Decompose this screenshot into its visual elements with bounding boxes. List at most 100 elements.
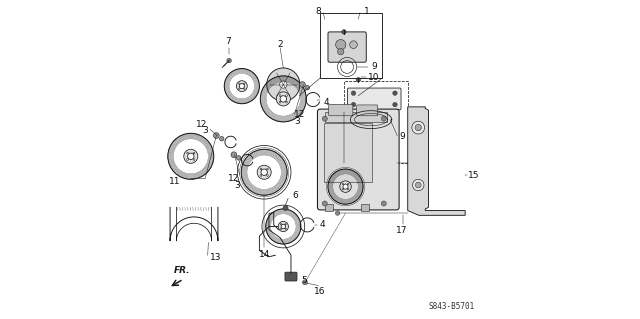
Circle shape (266, 168, 268, 170)
Circle shape (239, 83, 240, 84)
Circle shape (415, 182, 421, 188)
Circle shape (285, 101, 287, 103)
Text: 12: 12 (196, 120, 208, 129)
FancyBboxPatch shape (348, 88, 401, 110)
Circle shape (214, 133, 219, 138)
Circle shape (188, 153, 194, 160)
Text: 2: 2 (277, 40, 283, 49)
Circle shape (279, 95, 281, 97)
Text: 3: 3 (234, 181, 239, 190)
FancyBboxPatch shape (285, 272, 297, 281)
FancyBboxPatch shape (356, 105, 378, 116)
Text: 3: 3 (202, 126, 208, 135)
Circle shape (340, 181, 351, 192)
Text: 14: 14 (259, 250, 270, 259)
Circle shape (283, 205, 288, 211)
Bar (324, 204, 333, 211)
Circle shape (279, 101, 281, 103)
Bar (324, 123, 372, 182)
Bar (362, 204, 369, 211)
Text: 13: 13 (210, 253, 221, 262)
Circle shape (187, 159, 188, 160)
Bar (324, 112, 387, 122)
Text: 6: 6 (292, 191, 298, 200)
Circle shape (231, 152, 237, 158)
Circle shape (281, 224, 285, 229)
Circle shape (343, 184, 348, 189)
FancyBboxPatch shape (328, 104, 353, 116)
Circle shape (227, 58, 231, 63)
Circle shape (351, 102, 356, 107)
Bar (344, 81, 408, 163)
Circle shape (236, 81, 247, 92)
Circle shape (335, 40, 346, 50)
Text: 3: 3 (294, 117, 300, 126)
Text: 8: 8 (316, 7, 321, 16)
Circle shape (239, 84, 244, 89)
Text: 11: 11 (169, 177, 180, 186)
Circle shape (342, 183, 344, 185)
Text: 4: 4 (323, 98, 329, 107)
Circle shape (193, 159, 195, 160)
Circle shape (239, 88, 240, 89)
Circle shape (303, 280, 308, 285)
Circle shape (381, 116, 387, 121)
Circle shape (266, 174, 268, 176)
Circle shape (280, 81, 287, 88)
Circle shape (351, 91, 356, 95)
Circle shape (381, 201, 387, 206)
Text: 10: 10 (368, 73, 380, 82)
Circle shape (337, 48, 344, 55)
Circle shape (300, 82, 305, 87)
Text: 1: 1 (364, 7, 370, 16)
Circle shape (280, 224, 282, 225)
Circle shape (193, 152, 195, 154)
Text: 16: 16 (314, 287, 326, 296)
Circle shape (342, 30, 346, 34)
FancyBboxPatch shape (317, 109, 399, 210)
Circle shape (322, 201, 327, 206)
Text: 9: 9 (371, 63, 377, 71)
Circle shape (413, 179, 424, 191)
Circle shape (280, 228, 282, 229)
Text: 4: 4 (320, 220, 326, 229)
Circle shape (285, 224, 286, 225)
Circle shape (285, 95, 287, 97)
Circle shape (257, 165, 271, 179)
Circle shape (415, 124, 422, 131)
Circle shape (322, 116, 327, 121)
Circle shape (412, 121, 424, 134)
Circle shape (220, 137, 224, 141)
Circle shape (187, 152, 188, 154)
Text: 9: 9 (399, 132, 405, 141)
Circle shape (278, 221, 289, 232)
Circle shape (280, 96, 287, 102)
Circle shape (335, 211, 340, 215)
Circle shape (244, 88, 245, 89)
Circle shape (348, 183, 349, 185)
Circle shape (393, 91, 397, 95)
Circle shape (348, 189, 349, 190)
Circle shape (349, 41, 357, 48)
Circle shape (393, 102, 397, 107)
Text: 17: 17 (396, 226, 407, 235)
Circle shape (356, 78, 360, 82)
Polygon shape (408, 107, 465, 215)
Text: 12: 12 (228, 174, 239, 183)
Text: 7: 7 (225, 37, 231, 46)
Circle shape (184, 149, 198, 163)
Circle shape (267, 68, 300, 101)
Bar (320, 13, 382, 78)
Text: S843-B5701: S843-B5701 (428, 302, 475, 311)
Circle shape (260, 174, 262, 176)
FancyBboxPatch shape (328, 32, 366, 62)
Text: FR.: FR. (174, 266, 191, 275)
Circle shape (236, 156, 241, 160)
Text: 12: 12 (294, 110, 305, 119)
Circle shape (261, 169, 268, 175)
Circle shape (276, 92, 291, 106)
Text: 15: 15 (468, 171, 480, 180)
Circle shape (285, 228, 286, 229)
Text: 5: 5 (301, 276, 307, 285)
Circle shape (260, 168, 262, 170)
